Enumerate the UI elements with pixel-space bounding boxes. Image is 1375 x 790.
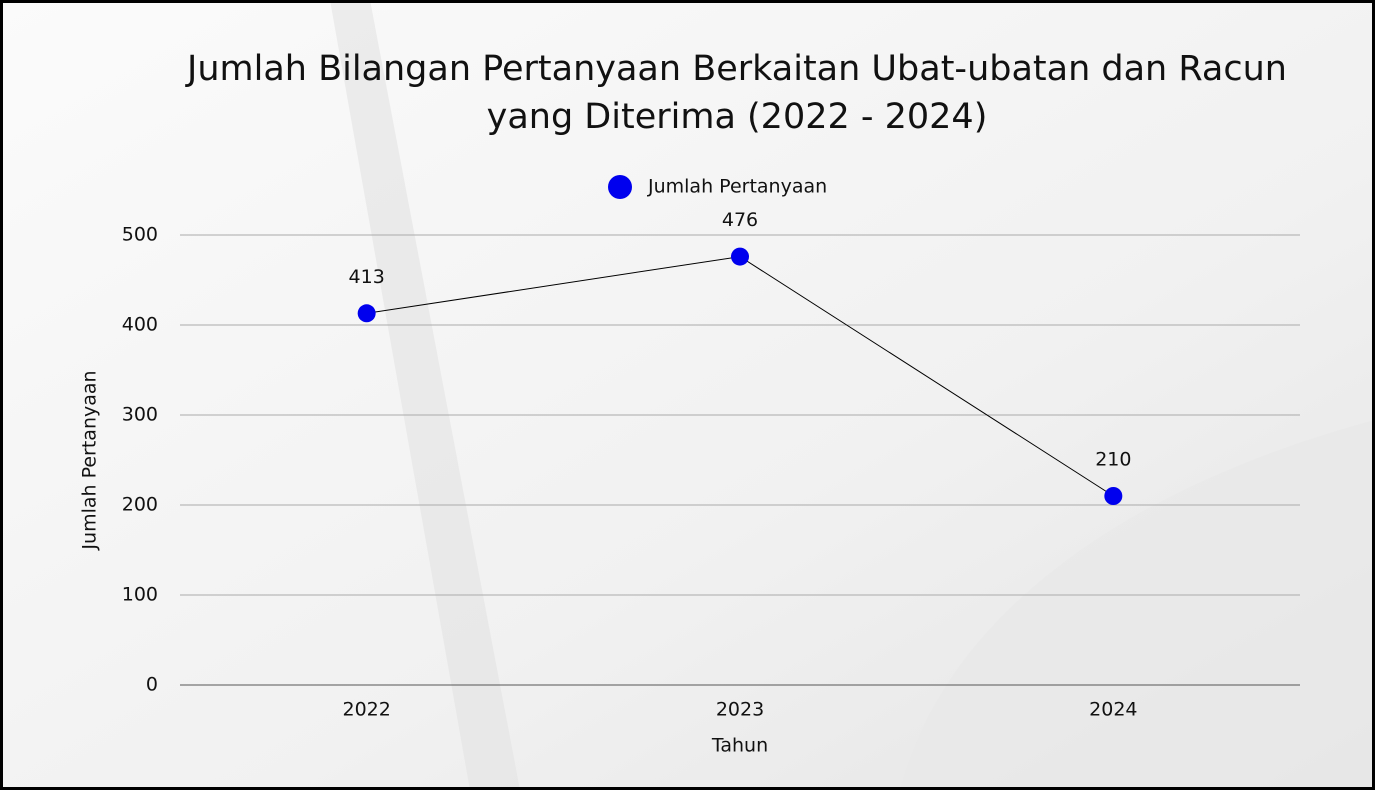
y-tick-label: 200 — [122, 494, 158, 516]
data-point — [731, 247, 749, 266]
x-axis-title: Tahun — [711, 735, 768, 757]
data-label: 413 — [349, 266, 385, 288]
y-tick-label: 100 — [122, 584, 158, 606]
legend-label: Jumlah Pertanyaan — [647, 176, 827, 198]
background-shape — [900, 420, 1375, 790]
data-point — [357, 304, 376, 323]
chart-title: Jumlah Bilangan Pertanyaan Berkaitan Uba… — [185, 49, 1287, 89]
x-tick-label: 2024 — [1089, 699, 1137, 721]
y-axis-title: Jumlah Pertanyaan — [79, 370, 101, 550]
y-tick-label: 500 — [122, 224, 158, 246]
background-shape — [330, 0, 520, 790]
y-tick-label: 300 — [122, 404, 158, 426]
data-point — [1104, 487, 1123, 505]
y-tick-label: 0 — [146, 674, 158, 696]
data-label: 476 — [722, 209, 758, 231]
chart-title: yang Diterima (2022 - 2024) — [487, 97, 988, 137]
legend-marker — [608, 175, 632, 199]
x-tick-label: 2022 — [342, 699, 390, 721]
y-tick-label: 400 — [122, 314, 158, 336]
data-label: 210 — [1095, 449, 1131, 471]
x-tick-label: 2023 — [716, 699, 764, 721]
